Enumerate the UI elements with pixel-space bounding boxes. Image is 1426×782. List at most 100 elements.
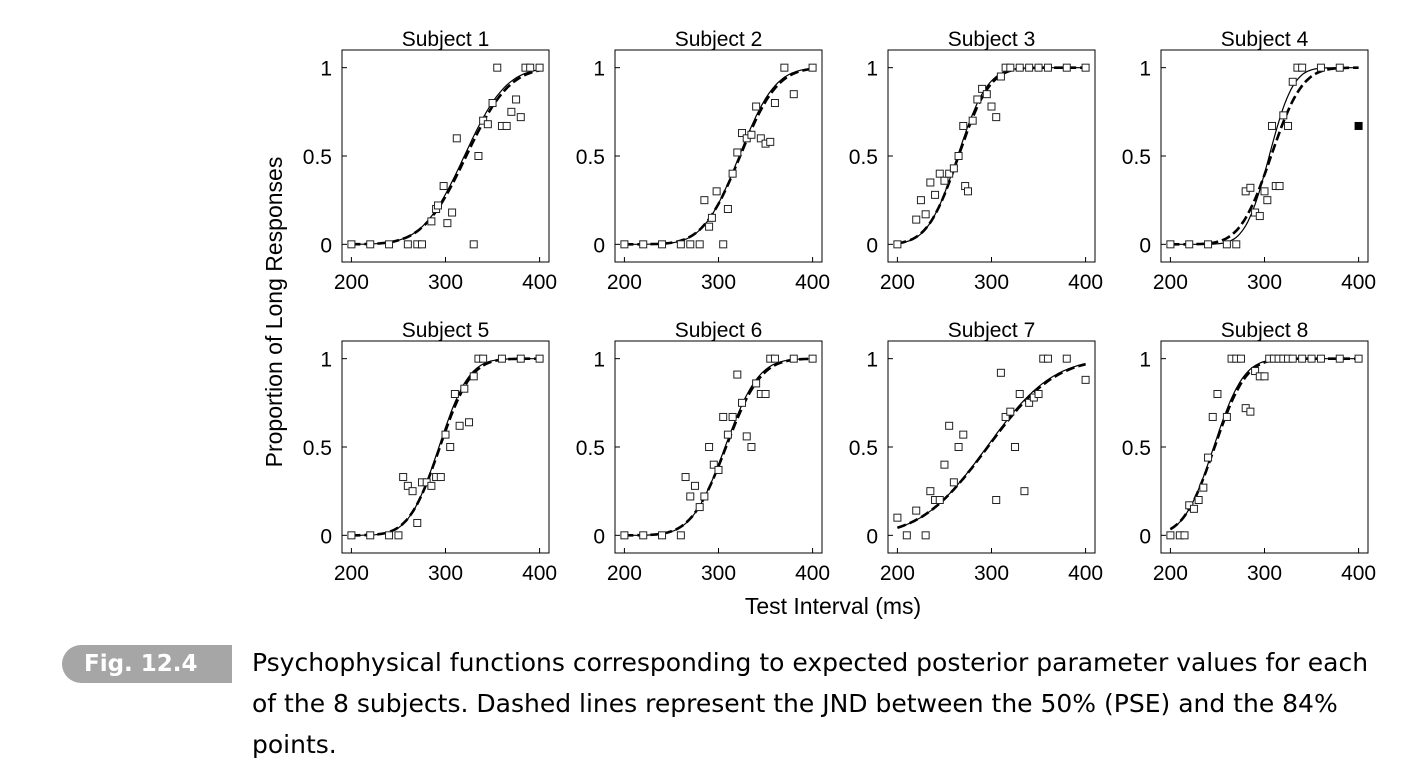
x-tick-label: 400 (522, 562, 557, 585)
data-point (738, 398, 747, 407)
data-point (949, 478, 958, 487)
data-point (1081, 63, 1090, 72)
data-point (1288, 77, 1297, 86)
data-point (347, 531, 356, 540)
data-point (639, 240, 648, 249)
y-tick-label: 0 (866, 525, 878, 548)
data-point (1208, 412, 1217, 421)
x-tick-label: 400 (1068, 271, 1103, 294)
subject-panel: Subject 7 0 0.5 1 200 300 400 (849, 319, 1103, 585)
data-point (996, 72, 1005, 81)
panel-title: Subject 6 (675, 319, 763, 342)
x-tick-label: 300 (428, 562, 463, 585)
data-point (1081, 375, 1090, 384)
data-point (676, 531, 685, 540)
data-point (479, 354, 488, 363)
data-point (926, 487, 935, 496)
y-tick-label: 0 (593, 234, 605, 257)
fitted-curve-dashed (897, 363, 1086, 529)
data-point (413, 518, 422, 527)
plot-frame (341, 49, 550, 263)
fitted-curve-dashed (897, 66, 1086, 245)
x-tick-label: 300 (701, 271, 736, 294)
fitted-curve-dashed (1169, 357, 1359, 531)
panel-title: Subject 3 (948, 28, 1036, 51)
data-point (417, 240, 426, 249)
data-point (705, 222, 714, 231)
data-point (1260, 187, 1269, 196)
data-point (1189, 504, 1198, 513)
figure-caption: Psychophysical functions corresponding t… (252, 648, 1369, 759)
plot-frame (614, 49, 823, 263)
data-point (1251, 367, 1260, 376)
data-point (1255, 212, 1264, 221)
data-point (1307, 354, 1316, 363)
data-point (1204, 240, 1213, 249)
panel-title: Subject 8 (1221, 319, 1309, 342)
y-tick-label: 0.5 (576, 146, 605, 169)
data-point (497, 354, 506, 363)
data-point (987, 102, 996, 111)
data-point (700, 492, 709, 501)
data-point (658, 531, 667, 540)
data-point (366, 240, 375, 249)
y-tick-label: 0 (593, 525, 605, 548)
data-point (620, 531, 629, 540)
plot-frame (887, 340, 1096, 554)
data-point (1006, 63, 1015, 72)
x-tick-label: 400 (1068, 562, 1103, 585)
x-tick-label: 300 (974, 562, 1009, 585)
data-point (1354, 354, 1363, 363)
data-point (1194, 496, 1203, 504)
data-point (450, 390, 459, 398)
data-point (719, 240, 728, 249)
x-tick-label: 400 (1341, 562, 1376, 585)
data-point (723, 430, 732, 439)
data-point (1263, 196, 1272, 205)
data-point (709, 460, 718, 469)
data-point (1043, 354, 1052, 363)
data-point (714, 465, 723, 474)
data-point (408, 487, 417, 496)
subject-panel: Subject 5 0 0.5 1 200 300 400 (303, 319, 557, 585)
data-point (1213, 390, 1222, 398)
data-point (992, 113, 1001, 122)
fitted-curve-solid (351, 358, 540, 536)
panel-title: Subject 4 (1221, 28, 1309, 51)
data-point (443, 219, 452, 228)
fitted-curve-solid (624, 67, 813, 245)
y-tick-label: 0.5 (303, 437, 332, 460)
y-tick-label: 0.5 (1122, 437, 1151, 460)
data-point (681, 473, 690, 482)
data-point (1001, 412, 1010, 421)
data-point (535, 354, 544, 363)
data-point (1316, 63, 1325, 72)
x-tick-label: 400 (522, 271, 557, 294)
data-point (1011, 443, 1020, 451)
data-point (1025, 63, 1034, 72)
data-point (1006, 407, 1015, 416)
y-tick-label: 0 (320, 525, 332, 548)
data-point (1185, 240, 1194, 249)
y-tick-label: 0.5 (1122, 146, 1151, 169)
data-point (954, 443, 963, 451)
data-point (686, 240, 695, 249)
data-point (474, 152, 483, 160)
data-point (1020, 487, 1029, 496)
fitted-curve-dashed (351, 357, 540, 537)
data-point (448, 208, 457, 217)
data-point (719, 412, 728, 421)
data-point (945, 169, 954, 178)
data-point (1268, 121, 1277, 130)
data-point (1222, 240, 1231, 249)
subject-panels: Subject 1 0 0.5 1 200 300 400 Subject 2 0 0.5 1 200… (303, 28, 1376, 585)
data-point (436, 473, 445, 482)
data-point (996, 368, 1005, 377)
data-point (940, 176, 949, 185)
data-point (978, 84, 987, 93)
data-point (954, 152, 963, 160)
y-tick-label: 1 (1139, 58, 1151, 81)
y-tick-label: 1 (320, 58, 332, 81)
data-point (959, 430, 968, 439)
panel-title: Subject 7 (948, 319, 1036, 342)
